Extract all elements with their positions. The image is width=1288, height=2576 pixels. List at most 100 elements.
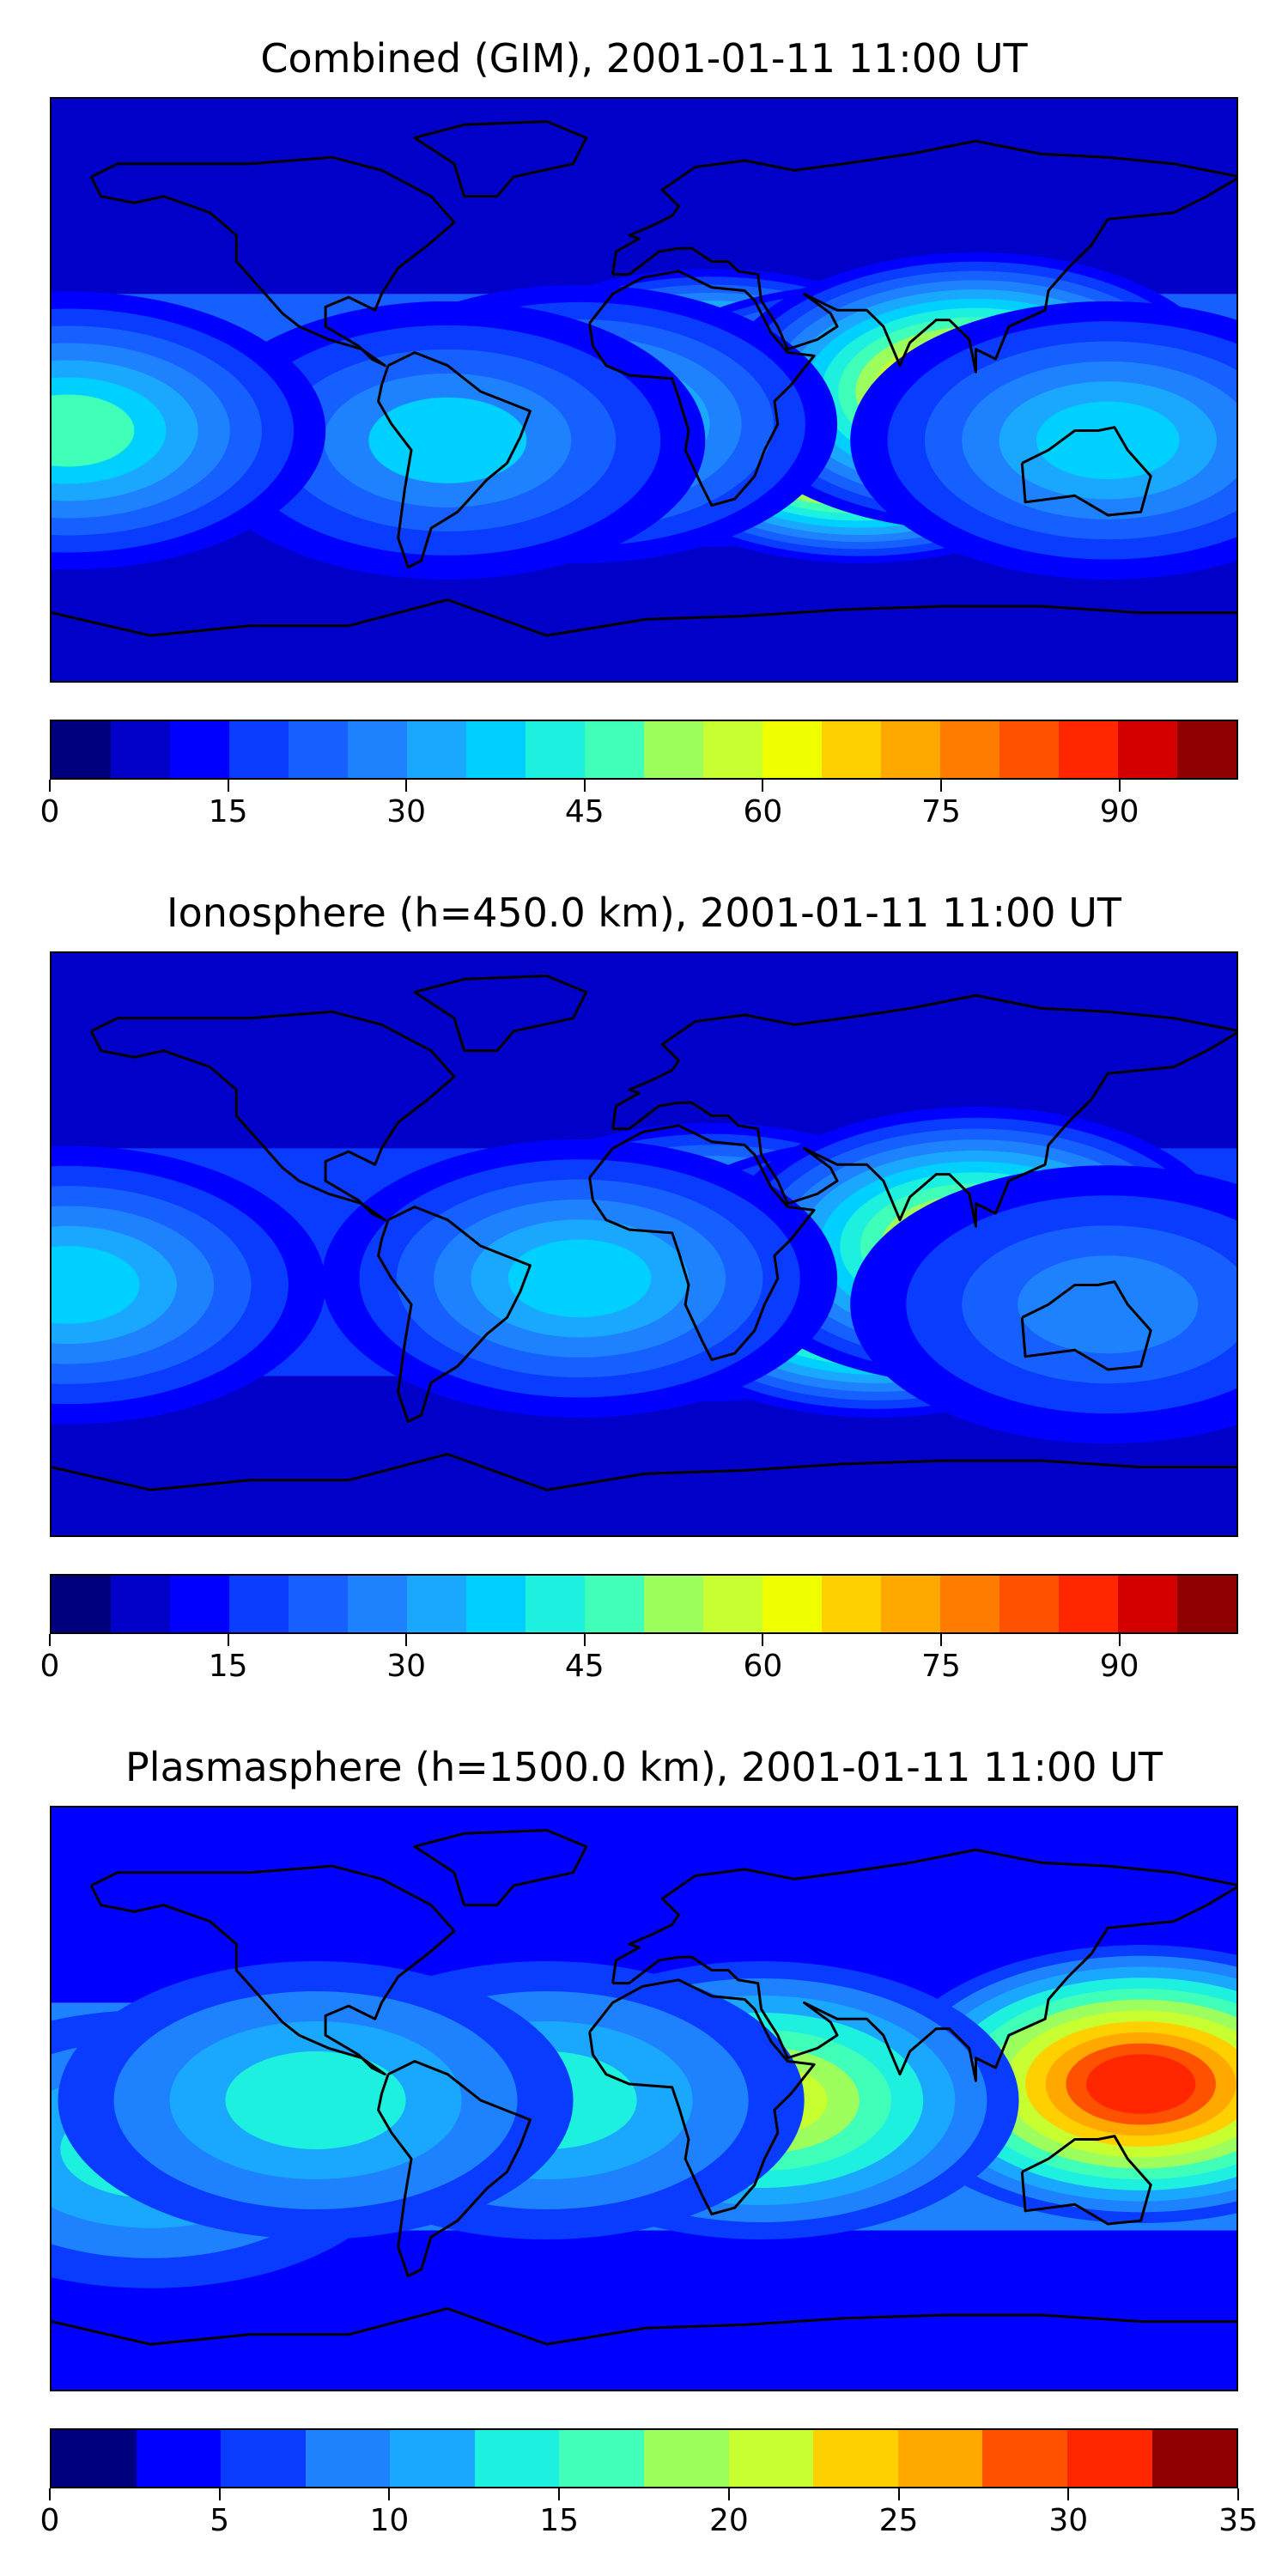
colorbar bbox=[50, 2428, 1238, 2488]
coastline-south-america bbox=[377, 1206, 532, 1424]
coastline-north-america bbox=[89, 1864, 456, 2076]
colorbar-segment bbox=[559, 2430, 645, 2487]
colorbar-tick bbox=[558, 2488, 561, 2500]
coastline-greenland bbox=[413, 975, 588, 1053]
colorbar-segment bbox=[822, 721, 881, 778]
colorbar-tick-label: 15 bbox=[539, 2503, 580, 2538]
colorbar-segment bbox=[940, 721, 999, 778]
colorbar-segment bbox=[407, 721, 466, 778]
colorbar-tick-label: 5 bbox=[210, 2503, 230, 2538]
colorbar-tick bbox=[1067, 2488, 1070, 2500]
colorbar-tick-label: 25 bbox=[878, 2503, 919, 2538]
colorbar-segment bbox=[644, 2430, 729, 2487]
colorbar-tick bbox=[49, 780, 51, 792]
colorbar-tick bbox=[227, 1634, 229, 1646]
coastline-antarctica bbox=[52, 1452, 1236, 1492]
colorbar-segment bbox=[982, 2430, 1067, 2487]
colorbar-segment bbox=[999, 1576, 1059, 1632]
colorbar-tick bbox=[1237, 2488, 1239, 2500]
colorbar-tick-label: 30 bbox=[1048, 2503, 1089, 2538]
colorbar-segment bbox=[897, 2430, 983, 2487]
colorbar-tick bbox=[227, 780, 229, 792]
colorbar-segment bbox=[305, 2430, 391, 2487]
colorbar-tick-label: 60 bbox=[743, 794, 783, 829]
colorbar-segment bbox=[1118, 1576, 1177, 1632]
colorbar-segment bbox=[1177, 1576, 1236, 1632]
colorbar-tick bbox=[897, 2488, 900, 2500]
colorbar-segment bbox=[170, 1576, 229, 1632]
coastline-australia bbox=[1020, 2135, 1152, 2226]
colorbar-segment bbox=[644, 721, 703, 778]
colorbar-tick bbox=[49, 1634, 51, 1646]
colorbar-segment bbox=[728, 2430, 814, 2487]
colorbar-segment bbox=[348, 721, 407, 778]
colorbar-tick-label: 20 bbox=[708, 2503, 749, 2538]
colorbar-segment bbox=[52, 721, 111, 778]
colorbar-ticks: 0 15 30 45 60 75 90 bbox=[0, 1634, 1288, 1686]
coastline-antarctica bbox=[52, 598, 1236, 637]
coastline-north-america bbox=[89, 1010, 456, 1222]
coastline-north-america bbox=[89, 155, 456, 368]
colorbar-segment bbox=[466, 1576, 526, 1632]
colorbar-tick-label: 30 bbox=[386, 1649, 427, 1684]
panel-title: Combined (GIM), 2001-01-11 11:00 UT bbox=[260, 35, 1028, 82]
tec-map bbox=[50, 97, 1238, 683]
colorbar-segment bbox=[52, 2430, 137, 2487]
colorbar-tick-label: 90 bbox=[1099, 794, 1139, 829]
colorbar bbox=[50, 720, 1238, 780]
colorbar-segment bbox=[390, 2430, 475, 2487]
colorbar-segment bbox=[881, 1576, 940, 1632]
contour-level bbox=[225, 2051, 406, 2149]
colorbar-tick bbox=[583, 780, 586, 792]
colorbar-segment bbox=[526, 1576, 585, 1632]
colorbar-tick-label: 0 bbox=[39, 794, 60, 829]
colorbar-tick bbox=[583, 1634, 586, 1646]
colorbar-segment bbox=[221, 2430, 306, 2487]
coastline-eurasia bbox=[611, 993, 1236, 1228]
coastline-africa bbox=[588, 1124, 816, 1362]
colorbar-segment bbox=[1177, 721, 1236, 778]
colorbar-segment bbox=[1059, 1576, 1118, 1632]
colorbar-tick-label: 0 bbox=[39, 2503, 60, 2538]
colorbar-tick-label: 35 bbox=[1218, 2503, 1258, 2538]
colorbar-tick bbox=[388, 2488, 391, 2500]
colorbar-tick bbox=[1118, 780, 1121, 792]
coastline-eurasia bbox=[611, 1848, 1236, 2082]
tec-map bbox=[50, 1806, 1238, 2391]
map-plot bbox=[52, 953, 1236, 1535]
contour-level bbox=[1086, 2054, 1196, 2114]
colorbar-segment bbox=[526, 721, 585, 778]
colorbar-tick bbox=[405, 780, 408, 792]
colorbar-tick-label: 75 bbox=[921, 794, 961, 829]
colorbar-segment bbox=[111, 1576, 170, 1632]
colorbar-segment bbox=[136, 2430, 222, 2487]
colorbar-segment bbox=[474, 2430, 560, 2487]
coastline-greenland bbox=[413, 120, 588, 198]
colorbar-segment bbox=[940, 1576, 999, 1632]
colorbar-segment bbox=[52, 1576, 111, 1632]
colorbar-tick bbox=[762, 780, 764, 792]
colorbar-ticks: 0 5 10 15 20 25 30 35 bbox=[0, 2488, 1288, 2540]
colorbar-segment bbox=[1066, 2430, 1152, 2487]
colorbar-tick-label: 15 bbox=[208, 794, 248, 829]
colorbar-tick bbox=[49, 2488, 51, 2500]
colorbar-segment bbox=[289, 721, 348, 778]
map-plot bbox=[52, 1807, 1236, 2390]
colorbar-tick bbox=[727, 2488, 730, 2500]
colorbar-segment bbox=[407, 1576, 466, 1632]
contour-level bbox=[507, 1239, 652, 1318]
colorbar-segment bbox=[703, 721, 762, 778]
colorbar bbox=[50, 1574, 1238, 1634]
coastline-africa bbox=[588, 1978, 816, 2216]
colorbar-segment bbox=[1151, 2430, 1237, 2487]
colorbar-tick bbox=[940, 780, 942, 792]
colorbar-tick-label: 0 bbox=[39, 1649, 60, 1684]
contour-level bbox=[1036, 401, 1180, 480]
colorbar-segment bbox=[1118, 721, 1177, 778]
colorbar-segment bbox=[229, 721, 289, 778]
contour-level bbox=[368, 397, 527, 483]
colorbar-segment bbox=[170, 721, 229, 778]
colorbar-segment bbox=[229, 1576, 289, 1632]
contour-level bbox=[52, 394, 135, 467]
map-plot bbox=[52, 99, 1236, 681]
